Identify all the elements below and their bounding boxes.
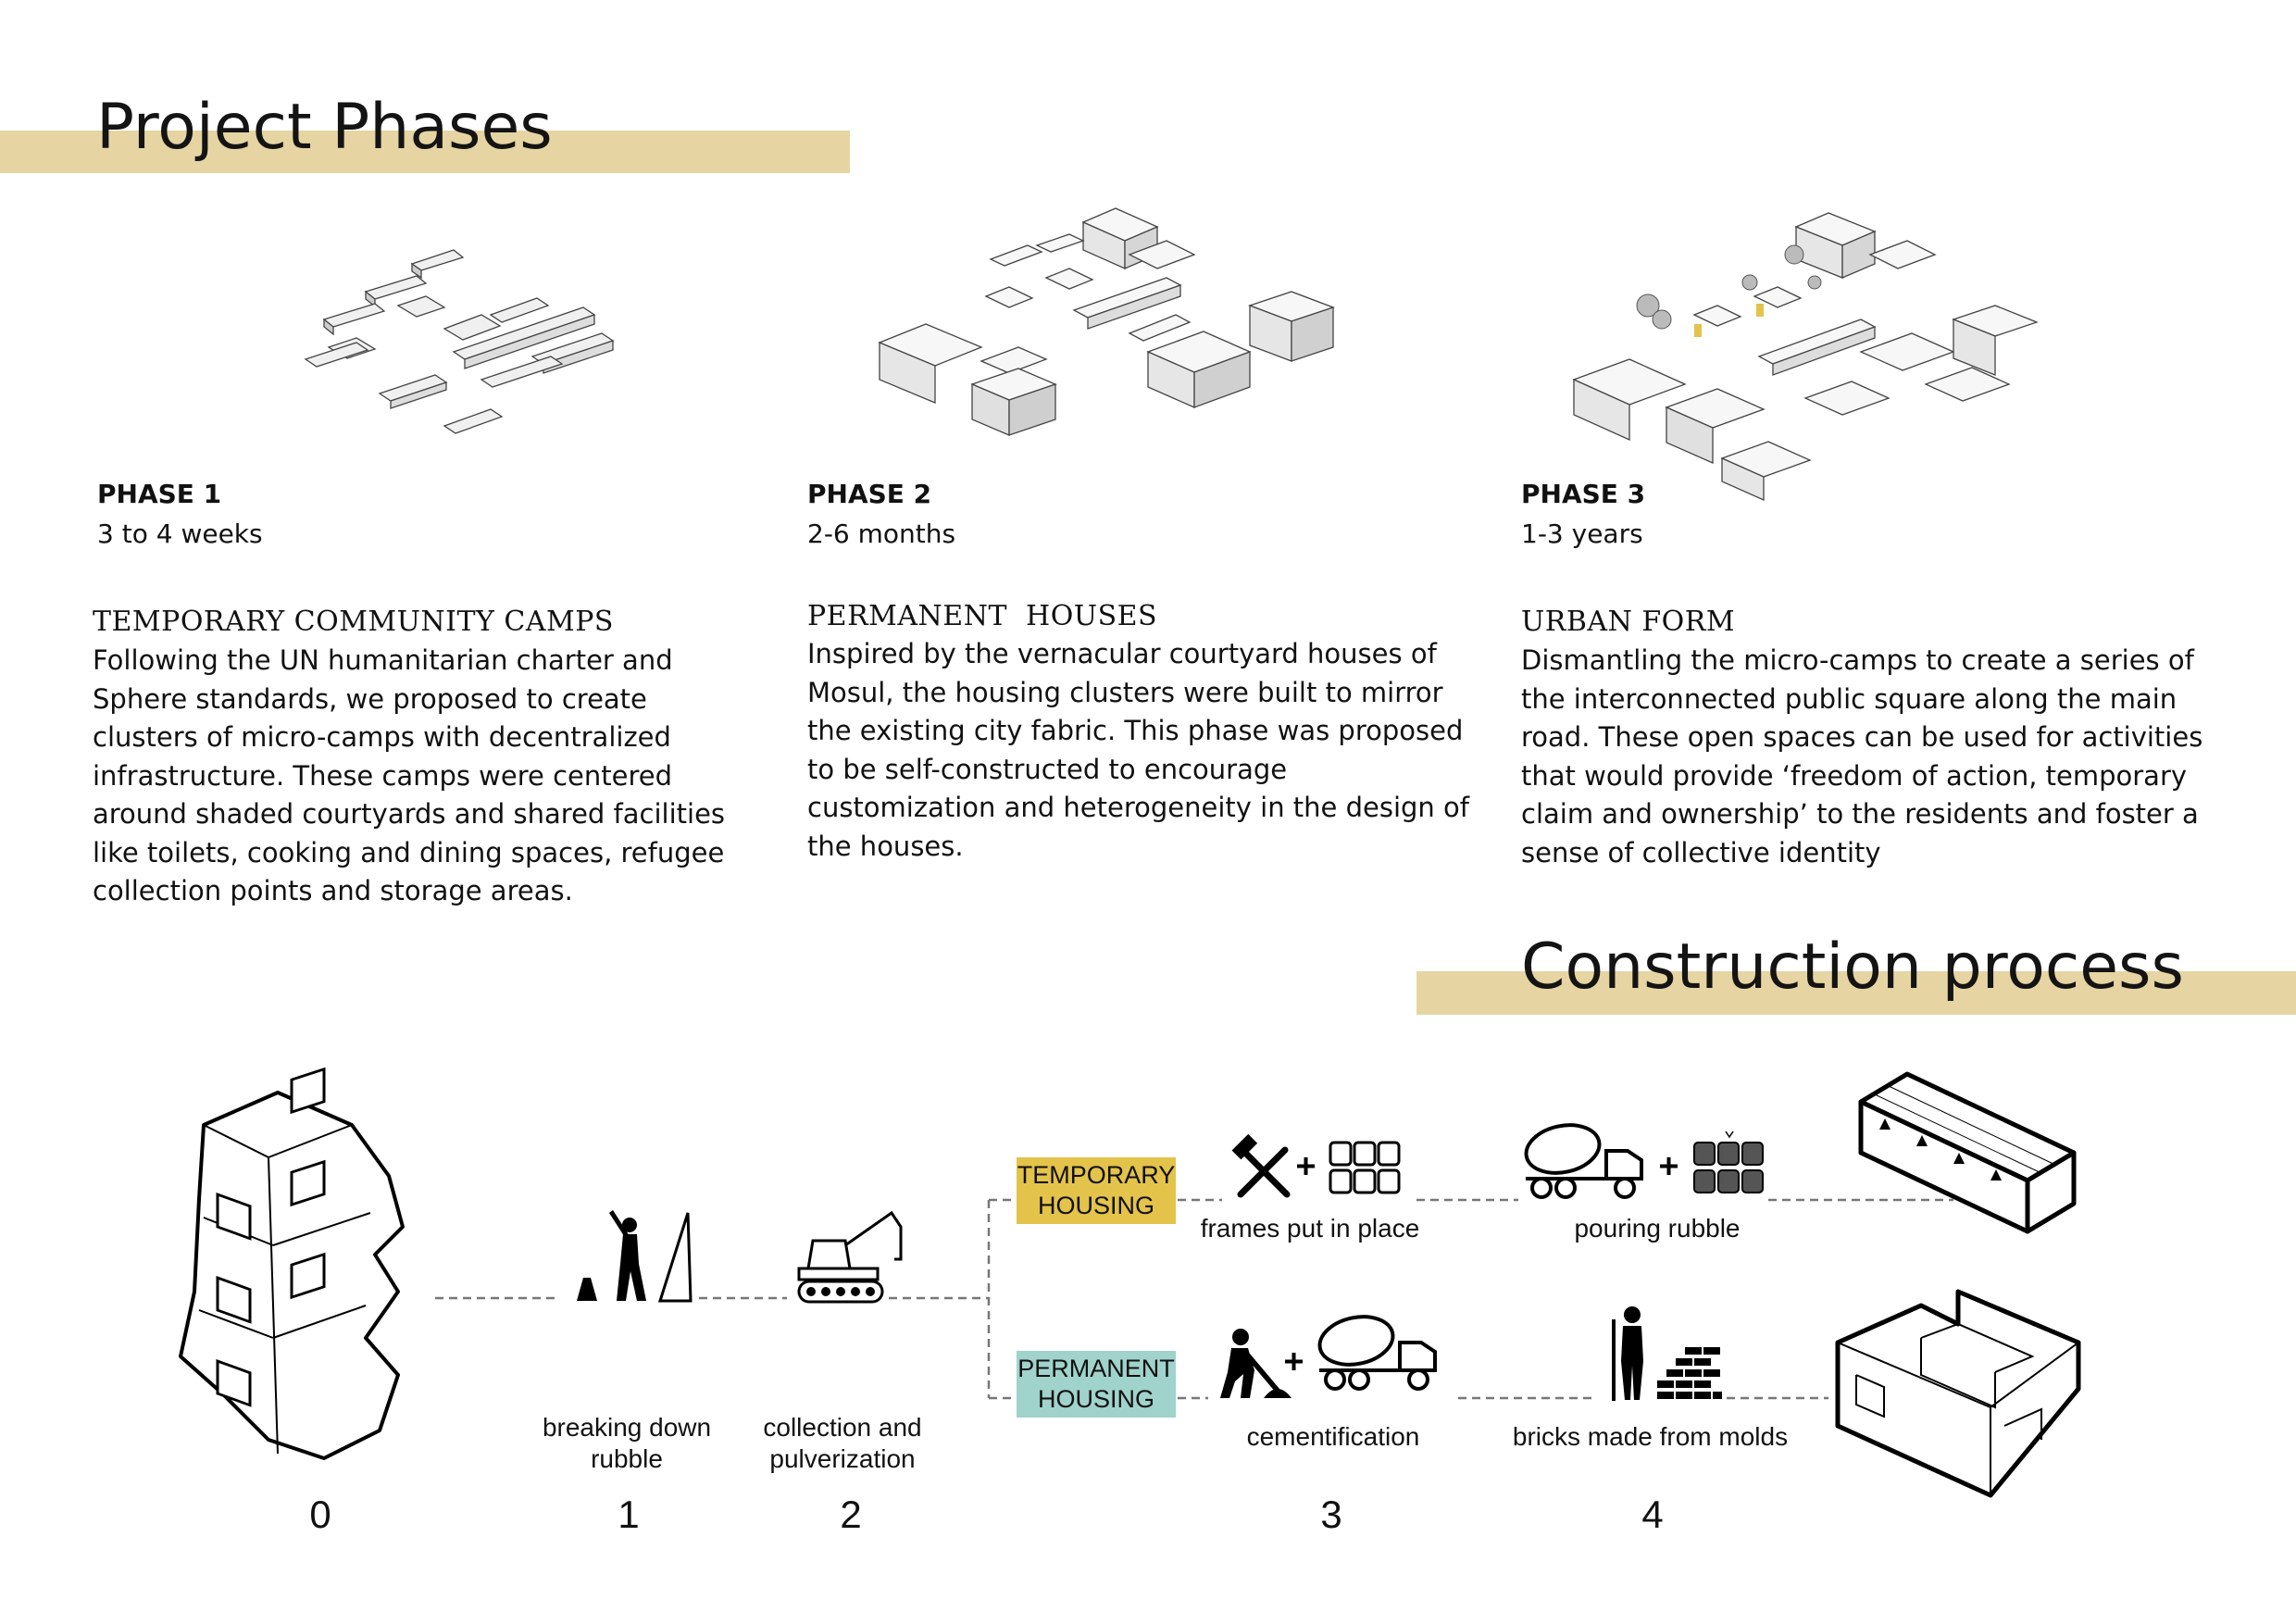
cement-mixer-truck-icon: [1524, 1123, 1643, 1199]
step-bricks-label: bricks made from molds: [1512, 1422, 1789, 1451]
step-number-3: 3: [1320, 1493, 1342, 1536]
phases-title: Project Phases: [96, 91, 553, 164]
permanent-house-icon: [1835, 1289, 2081, 1498]
worker-shovel-icon: [1220, 1329, 1292, 1398]
phase1-duration: 3 to 4 weeks: [97, 518, 263, 549]
phase2-duration: 2-6 months: [807, 518, 956, 549]
phase1-description: Following the UN humanitarian charter an…: [93, 644, 726, 906]
step-number-1: 1: [618, 1493, 640, 1536]
brick-stack-icon: [1657, 1347, 1722, 1399]
phase1-heading: TEMPORARY COMMUNITY CAMPS: [93, 606, 614, 638]
temporary-house-icon: [1858, 1071, 2077, 1234]
step-collection-label: collection and pulverization: [763, 1413, 922, 1473]
worker-pickaxe-icon: [577, 1210, 693, 1303]
phase2-houses-illustration: [878, 207, 1335, 436]
phase1-camps-illustration: [304, 249, 615, 434]
plus-icon: [1297, 1157, 1315, 1175]
step-pouring-label: pouring rubble: [1574, 1214, 1741, 1243]
step-number-4: 4: [1641, 1493, 1664, 1536]
phases-title-bar: [0, 131, 850, 173]
phase2-description: Inspired by the vernacular courtyard hou…: [807, 638, 1469, 862]
phase3-label: PHASE 3: [1521, 479, 1646, 509]
demolished-building-icon: [179, 1067, 405, 1460]
phase3-heading: URBAN FORM: [1521, 606, 1736, 638]
phase2-heading: PERMANENT HOUSES: [807, 600, 1158, 632]
step-number-2: 2: [840, 1493, 862, 1536]
permanent-housing-tag: PERMANENT HOUSING: [1017, 1351, 1176, 1418]
phase3-duration: 1-3 years: [1521, 518, 1643, 549]
construction-title-bar: [1416, 971, 2296, 1015]
step-frames-label: frames put in place: [1200, 1214, 1420, 1243]
hammer-wrench-icon: [1231, 1133, 1291, 1198]
phase3-description: Dismantling the micro-camps to create a …: [1521, 644, 2203, 868]
rubble-blocks-icon: [1693, 1131, 1764, 1193]
plus-icon: [1660, 1157, 1678, 1175]
plus-icon: [1285, 1353, 1303, 1370]
phase1-label: PHASE 1: [97, 479, 222, 509]
phase2-label: PHASE 2: [807, 479, 932, 509]
construction-title: Construction process: [1521, 931, 2184, 1004]
frame-grid-icon: [1329, 1141, 1401, 1194]
step-breaking-label: breaking down rubble: [542, 1413, 712, 1473]
phase3-urban-illustration: [1572, 212, 2039, 502]
step-cementification-label: cementification: [1246, 1422, 1420, 1451]
temporary-housing-tag: TEMPORARY HOUSING: [1017, 1157, 1176, 1224]
cement-mixer-truck-icon: [1317, 1315, 1437, 1391]
step-number-0: 0: [309, 1493, 331, 1536]
excavator-icon: [797, 1210, 903, 1304]
worker-standing-icon: [1612, 1306, 1643, 1401]
